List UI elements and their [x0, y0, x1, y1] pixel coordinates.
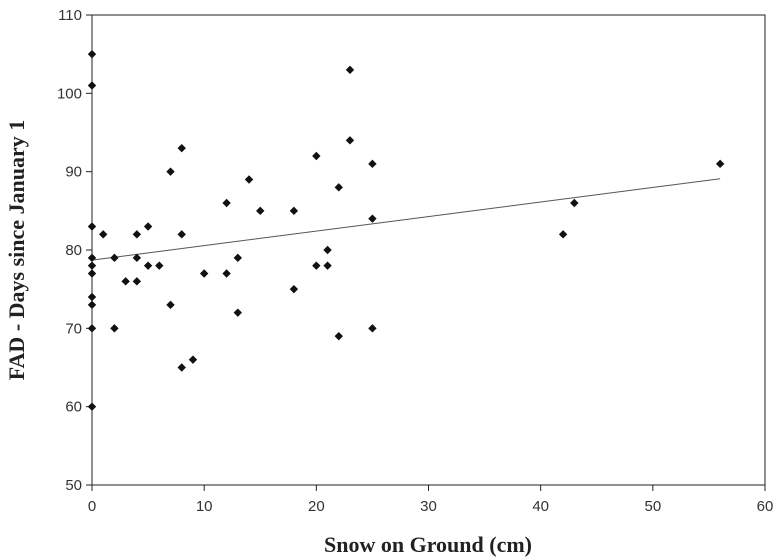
data-point: [87, 222, 97, 231]
data-point: [334, 331, 343, 341]
y-tick-label: 90: [65, 164, 82, 181]
data-point: [132, 253, 142, 263]
data-point: [143, 222, 153, 231]
x-tick-label: 50: [644, 498, 661, 515]
x-tick-label: 30: [420, 498, 437, 515]
data-point: [244, 175, 254, 184]
data-point: [110, 253, 119, 263]
data-point: [368, 324, 377, 333]
y-tick-label: 100: [57, 85, 82, 102]
data-point: [143, 261, 153, 270]
data-point: [199, 269, 209, 278]
data-point: [177, 363, 186, 372]
data-point: [155, 261, 164, 270]
data-point: [87, 292, 97, 302]
data-point: [110, 324, 119, 333]
y-tick-label: 80: [65, 242, 82, 259]
x-tick-label: 60: [757, 498, 774, 515]
trendline: [91, 178, 721, 261]
y-tick-label: 60: [65, 399, 82, 416]
data-point: [99, 230, 108, 239]
data-point: [345, 136, 355, 145]
data-point: [87, 324, 97, 333]
data-point: [289, 206, 299, 216]
data-point: [188, 355, 198, 364]
data-point: [177, 143, 186, 153]
data-point: [87, 253, 97, 263]
x-tick-label: 10: [196, 498, 213, 515]
y-axis-title: FAD - Days since January 1: [4, 120, 29, 381]
data-point: [334, 183, 343, 192]
data-point: [132, 277, 142, 286]
data-point: [233, 308, 243, 317]
data-point: [715, 159, 725, 169]
data-point: [87, 300, 97, 310]
x-axis-title: Snow on Ground (cm): [324, 532, 532, 557]
x-tick-label: 20: [308, 498, 325, 515]
y-tick-label: 50: [65, 477, 82, 494]
data-point: [233, 253, 243, 263]
data-points: [87, 49, 725, 411]
data-point: [368, 214, 377, 223]
data-point: [87, 81, 97, 90]
plot-area: [91, 14, 766, 486]
x-axis-ticks: 0 10 20 30 40 50 60: [88, 485, 774, 515]
data-point: [87, 49, 97, 59]
data-point: [312, 151, 321, 161]
data-point: [368, 159, 377, 169]
y-tick-label: 70: [65, 320, 82, 337]
data-point: [323, 261, 332, 270]
y-tick-label: 110: [58, 7, 82, 24]
data-point: [323, 245, 332, 255]
data-point: [570, 198, 579, 208]
data-point: [121, 277, 130, 286]
x-tick-label: 40: [532, 498, 549, 515]
data-point: [177, 230, 186, 239]
y-axis-ticks: 50 60 70 80 90 100 110: [57, 7, 92, 494]
data-point: [166, 300, 175, 310]
data-point: [87, 269, 97, 278]
data-point: [289, 284, 299, 294]
data-point: [166, 167, 175, 176]
data-point: [345, 65, 355, 75]
data-point: [312, 261, 321, 270]
x-tick-label: 0: [88, 498, 96, 515]
data-point: [222, 198, 231, 208]
data-point: [132, 230, 142, 239]
data-point: [87, 402, 97, 411]
data-point: [222, 269, 231, 278]
data-point: [256, 206, 265, 216]
data-point: [558, 230, 568, 239]
data-point: [87, 261, 97, 270]
